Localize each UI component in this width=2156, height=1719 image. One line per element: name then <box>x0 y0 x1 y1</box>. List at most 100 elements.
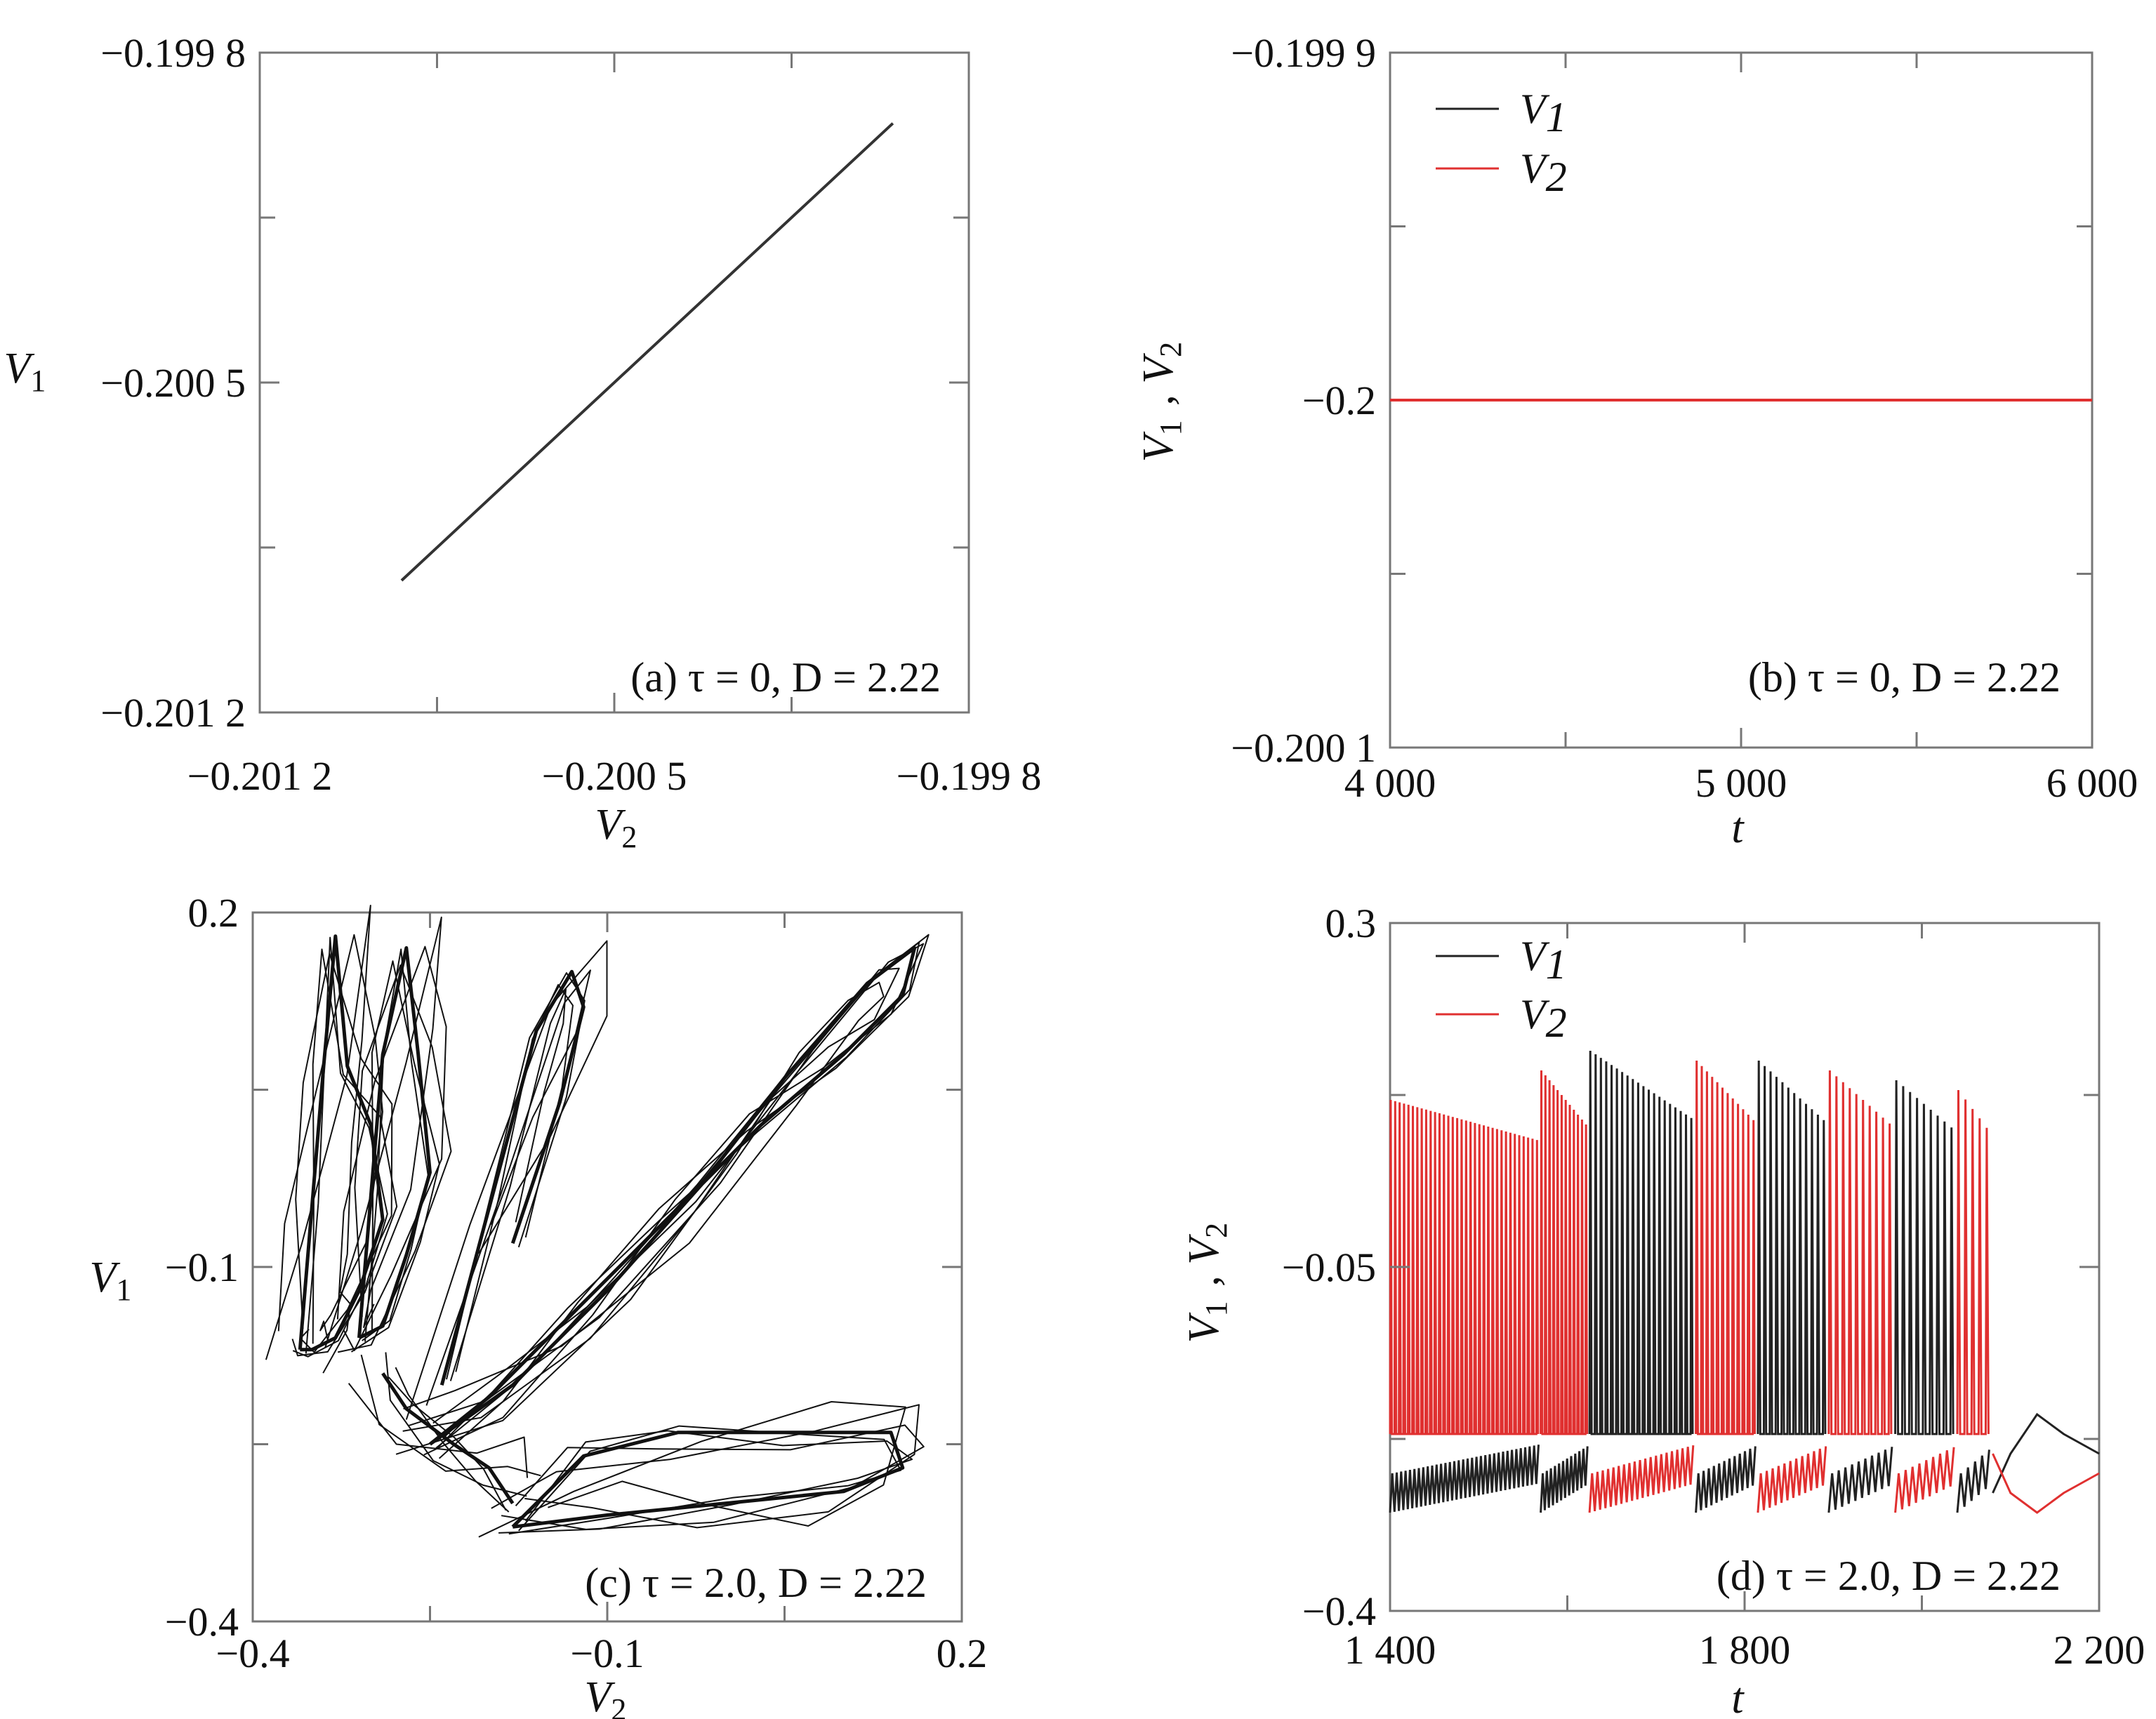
series-line-loop <box>350 960 440 1353</box>
series-line-loop <box>395 1367 510 1513</box>
burst-quiet-trace <box>1389 1445 1540 1513</box>
series-line-loop <box>385 1352 527 1497</box>
burst-spike-trace <box>1389 1099 1540 1435</box>
burst-spike-trace <box>1956 1089 1990 1435</box>
series-line-loop <box>360 1354 541 1477</box>
series-line-loop <box>337 964 452 1353</box>
x-tick-label: 1 400 <box>1344 1627 1436 1673</box>
y-tick-label: −0.2 <box>1302 378 1376 423</box>
panel-b-ylabel-text: V1 , V2 <box>1135 338 1188 463</box>
panel-a-ylabel-text: V1 <box>4 345 49 398</box>
panel-d-legend-v2-label: V2 <box>1520 991 1570 1046</box>
panel-b-caption: (b) τ = 0, D = 2.22 <box>1748 654 2061 701</box>
x-tick-label: −0.4 <box>216 1631 289 1676</box>
burst-spike-trace <box>1695 1060 1756 1435</box>
panel-a-ticks: −0.201 2 −0.200 5 −0.199 8 −0.201 2 −0.200 5… <box>100 30 1041 799</box>
series-line-loop <box>277 934 383 1342</box>
series-line <box>439 969 586 1386</box>
burst-quiet-trace <box>1588 1445 1695 1513</box>
panel-d-ylabel-text: V1 , V2 <box>1180 1219 1234 1343</box>
x-tick-label: −0.199 8 <box>897 753 1042 799</box>
y-tick-label: 0.3 <box>1325 901 1377 946</box>
series-line-loop <box>265 905 371 1374</box>
x-tick-label: 1 800 <box>1699 1627 1791 1673</box>
panel-b-xlabel: t <box>1731 804 1745 852</box>
x-tick-label: −0.200 5 <box>542 753 687 799</box>
series-line-loop <box>292 936 388 1358</box>
burst-spike-trace <box>1757 1060 1827 1435</box>
panel-b-ticks: 4 000 5 000 6 000 −0.200 1 −0.2 −0.199 9 <box>1231 30 2138 806</box>
panel-d-legend-v1-label: V1 <box>1520 933 1570 988</box>
panel-b-legend: V1 V2 <box>1436 86 1570 200</box>
panel-a-ylabel: V1 <box>4 345 49 398</box>
burst-quiet-trace <box>1956 1449 1990 1513</box>
series-line-loop <box>498 1430 913 1534</box>
series-line-loop <box>501 1424 925 1530</box>
panel-c-series <box>265 905 930 1538</box>
x-tick-label: 5 000 <box>1695 760 1787 806</box>
panel-c-ticks: −0.4 −0.1 0.2 −0.4 −0.1 0.2 <box>165 890 987 1676</box>
series-line-loop <box>455 983 574 1372</box>
y-tick-label: −0.199 9 <box>1231 30 1376 76</box>
x-tick-label: −0.1 <box>570 1631 644 1676</box>
burst-spike-trace <box>1894 1080 1955 1435</box>
panel-b-legend-v2-label: V2 <box>1520 145 1570 200</box>
series-line-loop <box>348 1383 529 1478</box>
series-line-loop <box>446 972 586 1380</box>
series-line-loop <box>295 953 393 1353</box>
series-line <box>381 1372 515 1505</box>
x-tick-label: 4 000 <box>1344 760 1436 806</box>
panel-c: −0.4 −0.1 0.2 −0.4 −0.1 0.2 (c) τ = 2.0, D = … <box>89 890 987 1719</box>
y-tick-label: −0.200 1 <box>1231 725 1376 771</box>
panel-c-caption: (c) τ = 2.0, D = 2.22 <box>585 1560 927 1606</box>
burst-quiet-trace <box>1695 1446 1757 1513</box>
tail-v2 <box>1992 1453 2100 1514</box>
panel-d-ticks: 1 400 1 800 2 200 −0.4 −0.05 0.3 <box>1282 901 2145 1673</box>
x-tick-label: 6 000 <box>2046 760 2138 806</box>
y-tick-label: −0.05 <box>1282 1245 1376 1290</box>
x-tick-label: 0.2 <box>937 1631 988 1676</box>
panel-c-xlabel: V2 <box>584 1673 630 1719</box>
y-tick-label: −0.4 <box>165 1599 239 1645</box>
series-line-loop <box>449 988 567 1381</box>
panel-c-ylabel-text: V1 <box>89 1254 135 1307</box>
panel-c-xlabel-text: V2 <box>584 1673 630 1719</box>
burst-quiet-trace <box>1894 1447 1955 1513</box>
panel-a-xlabel: V2 <box>595 801 640 854</box>
panel-b-legend-v1-label: V1 <box>1520 86 1570 140</box>
panel-d-xlabel: t <box>1731 1675 1745 1719</box>
burst-quiet-trace <box>1540 1446 1589 1513</box>
burst-quiet-trace <box>1757 1446 1827 1513</box>
series-line-loop <box>395 981 885 1455</box>
series-line-loop <box>402 967 900 1432</box>
panel-a-caption: (a) τ = 0, D = 2.22 <box>630 654 941 701</box>
series-line-loop <box>405 940 608 1420</box>
panel-c-ylabel: V1 <box>89 1254 135 1307</box>
series-line-loop <box>423 943 925 1456</box>
series-line-loop <box>362 948 429 1342</box>
panel-a-series <box>400 122 894 582</box>
y-tick-label: −0.201 2 <box>100 690 246 736</box>
series-line-loop <box>438 934 930 1459</box>
series-line <box>400 122 894 582</box>
series-line-loop <box>324 916 442 1348</box>
panel-d-series <box>1389 1050 2100 1514</box>
panel-d-ylabel: V1 , V2 <box>1180 1219 1234 1343</box>
series-line-loop <box>508 1425 901 1535</box>
x-tick-label: −0.201 2 <box>187 753 333 799</box>
y-tick-label: −0.200 5 <box>100 360 246 406</box>
panel-d: 1 400 1 800 2 200 −0.4 −0.05 0.3 V1 V2 (d) τ … <box>1180 901 2145 1719</box>
series-line-loop <box>491 1404 920 1529</box>
x-tick-label: 2 200 <box>2054 1627 2145 1673</box>
burst-quiet-trace <box>1827 1447 1893 1513</box>
series-line-loop <box>478 1401 906 1538</box>
burst-spike-trace <box>1827 1070 1893 1435</box>
series-line <box>511 1431 905 1529</box>
panel-b: 4 000 5 000 6 000 −0.200 1 −0.2 −0.199 9 V1 V… <box>1135 30 2138 852</box>
panel-d-legend: V1 V2 <box>1436 933 1570 1046</box>
series-line-loop <box>425 969 591 1406</box>
panel-b-ylabel: V1 , V2 <box>1135 338 1188 463</box>
series-line-loop <box>336 945 447 1351</box>
y-tick-label: −0.199 8 <box>100 30 246 76</box>
